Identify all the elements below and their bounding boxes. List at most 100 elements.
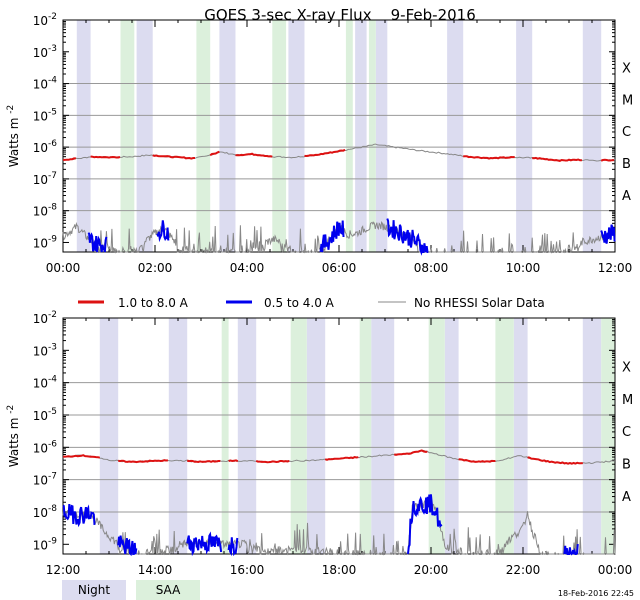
- y-tick-label: 10-5: [33, 407, 57, 423]
- short-channel-line: [156, 220, 170, 243]
- long-channel-line: [304, 148, 346, 158]
- y-tick-label: 10-6: [33, 139, 58, 155]
- saa-band: [345, 20, 353, 252]
- x-tick-label: 04:00: [230, 261, 265, 275]
- short-channel-line: [62, 504, 96, 528]
- x-tick-label: 00:00: [46, 261, 81, 275]
- bottom-flux-panel: 10-2 10-3 10-4 10-5 10-6 10-7 10-8 10-9 Watts m …: [6, 310, 633, 577]
- y-tick-label: 10-9: [33, 536, 58, 552]
- saa-legend-label: SAA: [156, 583, 181, 597]
- short-channel-line: [407, 494, 443, 555]
- short-channel-line: [319, 220, 345, 253]
- night-legend-label: Night: [78, 583, 111, 597]
- y-tick-label: 10-9: [33, 234, 58, 250]
- flare-class-label: A: [622, 189, 631, 204]
- night-band: [447, 20, 464, 252]
- x-tick-label: 10:00: [506, 261, 541, 275]
- long-channel-line: [255, 459, 290, 464]
- y-tick-label: 10-5: [33, 107, 57, 123]
- x-tick-label: 20:00: [414, 563, 449, 577]
- flare-class-label: A: [622, 490, 631, 505]
- long-channel-line: [235, 152, 273, 158]
- night-band: [306, 318, 326, 554]
- night-band: [237, 318, 257, 554]
- long-channel-line: [209, 150, 220, 157]
- x-tick-label: 18:00: [322, 563, 357, 577]
- night-band: [76, 20, 91, 252]
- short-channel-line: [386, 218, 429, 256]
- short-channel-line: [227, 537, 239, 557]
- short-channel-line: [186, 531, 223, 557]
- saa-band: [290, 318, 307, 554]
- x-tick-label: 12:00: [598, 261, 633, 275]
- night-legend-box: [62, 580, 126, 600]
- flare-class-label: M: [622, 93, 633, 108]
- saa-band: [601, 318, 615, 554]
- night-band: [516, 20, 533, 252]
- night-band: [288, 20, 305, 252]
- long-channel-line: [527, 456, 583, 465]
- saa-band: [221, 318, 229, 554]
- long-channel-line: [463, 155, 515, 160]
- y-tick-label: 10-2: [33, 12, 57, 28]
- flare-class-label: X: [622, 62, 631, 77]
- top-flux-panel: 10-2 10-3 10-4 10-5 10-6 10-7 10-8 10-9 Watts m …: [6, 12, 633, 275]
- y-tick-label: 10-4: [33, 375, 58, 391]
- y-tick-label: 10-7: [33, 171, 57, 187]
- night-band: [99, 318, 119, 554]
- x-tick-label: 16:00: [230, 563, 265, 577]
- x-tick-label: 02:00: [138, 261, 173, 275]
- short-channel-line: [563, 544, 579, 556]
- y-tick-label: 10-8: [33, 203, 58, 219]
- x-tick-label: 12:00: [46, 563, 81, 577]
- y-tick-label: 10-4: [33, 76, 58, 92]
- generated-timestamp: 18-Feb-2016 22:45: [558, 589, 634, 598]
- saa-legend-box: [136, 580, 200, 600]
- night-band: [355, 20, 367, 252]
- y-tick-label: 10-7: [33, 472, 57, 488]
- plot-frame: [62, 317, 616, 555]
- night-band: [136, 20, 153, 252]
- channel-legend: 1.0 to 8.0 A 0.5 to 4.0 A No RHESSI Sola…: [78, 296, 545, 310]
- legend-gray-label: No RHESSI Solar Data: [414, 296, 545, 310]
- long-channel-line: [228, 459, 239, 463]
- saa-band: [272, 20, 287, 252]
- long-channel-line: [117, 459, 168, 464]
- night-band: [444, 318, 459, 554]
- flare-class-label: B: [622, 457, 631, 472]
- night-band: [371, 318, 395, 554]
- x-tick-label: 14:00: [138, 563, 173, 577]
- x-tick-label: 00:00: [598, 563, 633, 577]
- flare-class-label: C: [622, 125, 631, 140]
- y-tick-label: 10-3: [33, 44, 57, 60]
- night-band: [582, 20, 602, 252]
- short-channel-line: [600, 224, 616, 244]
- long-channel-line: [186, 459, 221, 464]
- y-tick-label: 10-2: [33, 310, 57, 326]
- night-band: [582, 318, 602, 554]
- chart-title: GOES 3-sec X-ray Flux 9-Feb-2016: [204, 6, 476, 24]
- saa-band: [368, 20, 376, 252]
- saa-band: [495, 318, 514, 554]
- legend-short-label: 0.5 to 4.0 A: [264, 296, 335, 310]
- long-channel-line: [458, 458, 496, 463]
- flare-class-label: C: [622, 425, 631, 440]
- short-channel-line: [117, 535, 138, 557]
- flare-class-label: B: [622, 157, 631, 172]
- night-band: [168, 318, 188, 554]
- long-channel-line: [62, 157, 76, 161]
- night-band: [219, 20, 236, 252]
- night-band: [375, 20, 388, 252]
- long-channel-line: [324, 456, 359, 461]
- night-band: [513, 318, 528, 554]
- x-tick-label: 06:00: [322, 261, 357, 275]
- long-channel-line: [393, 449, 428, 456]
- saa-band: [359, 318, 372, 554]
- saa-band: [196, 20, 211, 252]
- y-tick-label: 10-8: [33, 504, 58, 520]
- y-tick-label: 10-3: [33, 342, 57, 358]
- x-tick-label: 08:00: [414, 261, 449, 275]
- legend-long-label: 1.0 to 8.0 A: [118, 296, 189, 310]
- flare-class-label: X: [622, 360, 631, 375]
